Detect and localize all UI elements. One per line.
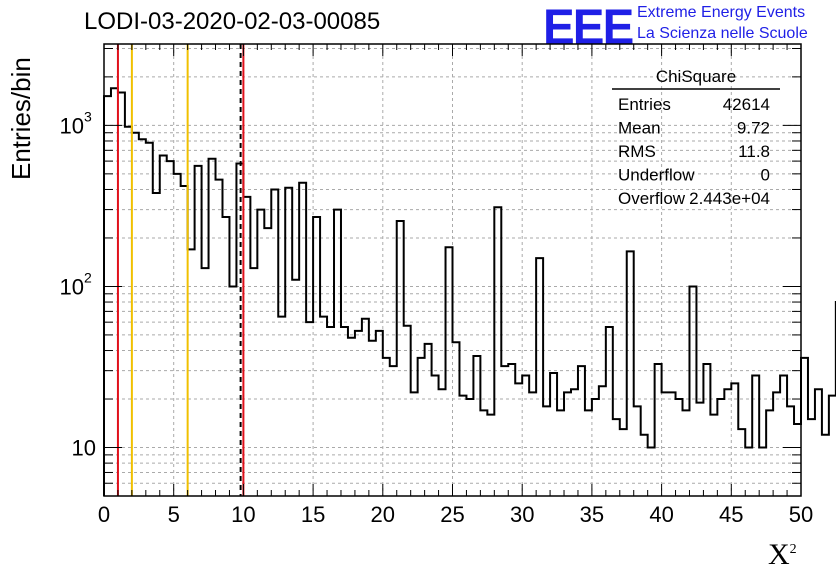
x-tick-label: 15 — [301, 502, 325, 527]
x-tick-label: 25 — [440, 502, 464, 527]
x-tick-label: 30 — [510, 502, 534, 527]
x-tick-label: 50 — [789, 502, 813, 527]
stats-label: Underflow — [618, 166, 695, 185]
x-tick-label: 0 — [98, 502, 110, 527]
org-name-line2: La Scienza nelle Scuole — [637, 25, 808, 42]
chart-title: LODI-03-2020-02-03-00085 — [84, 8, 381, 35]
stats-value: 0 — [761, 166, 770, 185]
x-axis-label-base: X — [768, 538, 790, 571]
org-name-line1: Extreme Energy Events — [637, 4, 806, 21]
y-tick-exponent: 3 — [84, 108, 92, 124]
x-tick-label: 20 — [371, 502, 395, 527]
x-tick-label: 45 — [719, 502, 743, 527]
eee-logo: EEE — [543, 0, 634, 55]
stats-label: Overflow — [618, 189, 686, 208]
x-tick-label: 40 — [649, 502, 673, 527]
x-tick-label: 5 — [168, 502, 180, 527]
stats-label: RMS — [618, 142, 656, 161]
y-tick-exponent: 2 — [84, 269, 92, 285]
y-tick-label: 10 — [72, 436, 96, 461]
x-tick-label: 35 — [580, 502, 604, 527]
y-tick-label: 10 — [60, 274, 84, 299]
x-tick-label: 10 — [231, 502, 255, 527]
stats-value: 11.8 — [738, 142, 770, 161]
x-axis-label-superscript: 2 — [789, 542, 797, 557]
stats-value: 9.72 — [737, 119, 770, 138]
histogram-outline — [103, 87, 836, 496]
x-axis-label: X2 — [768, 538, 797, 572]
stats-value: 42614 — [723, 95, 770, 114]
stats-label: Entries — [618, 95, 671, 114]
y-tick-label: 10 — [60, 113, 84, 138]
stats-title: ChiSquare — [656, 67, 736, 86]
stats-value: 2.443e+04 — [689, 189, 770, 208]
stats-label: Mean — [618, 119, 661, 138]
